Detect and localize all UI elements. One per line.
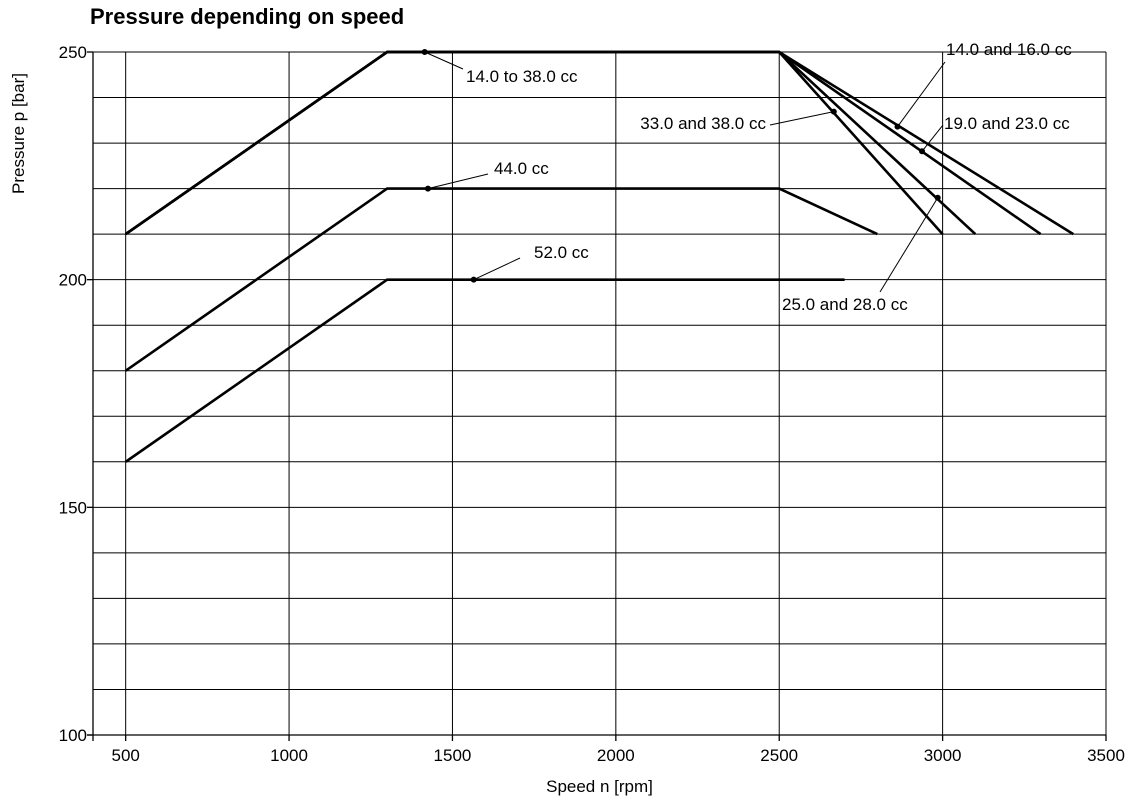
series-lines [124,50,1074,463]
annotation-label: 52.0 cc [534,243,589,262]
annotation-label: 33.0 and 38.0 cc [640,114,766,133]
annotation-leader [473,257,521,281]
annotation-leader [921,124,944,152]
annotation-leader [879,197,939,293]
annotation-leader [897,61,946,127]
annotation-leader [424,51,464,70]
x-tick-label: 2500 [760,746,798,765]
x-tick-label: 2000 [597,746,635,765]
y-tick-label: 200 [59,271,87,290]
annotation-label: 44.0 cc [494,159,549,178]
y-tick-label: 150 [59,498,87,517]
x-tick-label: 500 [111,746,139,765]
x-tick-label: 3500 [1087,746,1125,765]
x-tick-label: 3000 [924,746,962,765]
annotation-leader [769,111,834,126]
series-line [124,50,944,236]
series-line [124,187,878,372]
annotation-label: 25.0 and 28.0 cc [782,295,908,314]
y-axis-title: Pressure p [bar] [9,73,28,194]
series-line [124,278,845,463]
annotation-label: 19.0 and 23.0 cc [944,114,1070,133]
x-tick-label: 1500 [434,746,472,765]
annotation-label: 14.0 to 38.0 cc [466,67,578,86]
y-tick-label: 100 [59,726,87,745]
annotations: 14.0 to 38.0 cc 44.0 cc 52.0 cc 14.0 and 16… [421,40,1072,314]
x-axis-title: Speed n [rpm] [546,777,653,796]
annotation-label: 14.0 and 16.0 cc [946,40,1072,59]
annotation-leader [427,173,489,190]
grid [93,51,1107,735]
y-tick-label: 250 [59,43,87,62]
axes: 100 150 200 250 500 1000 1500 2000 2500 3000 3500 [59,43,1125,765]
chart-title: Pressure depending on speed [90,4,405,29]
x-tick-label: 1000 [270,746,308,765]
